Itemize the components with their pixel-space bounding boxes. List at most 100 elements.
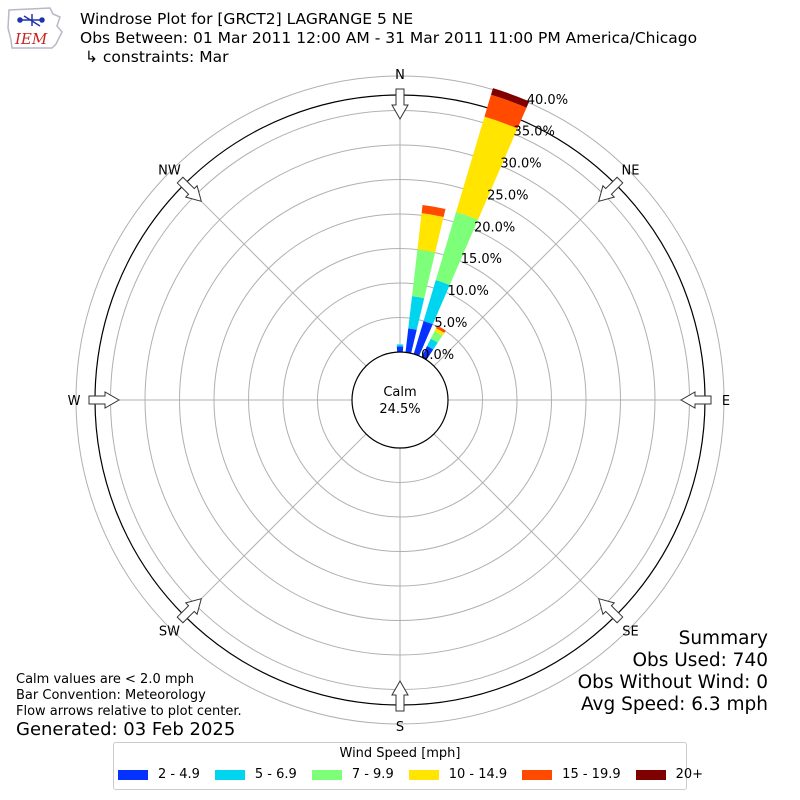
calm-note: Calm values are < 2.0 mph	[16, 672, 195, 687]
direction-label: NW	[158, 163, 181, 178]
direction-label: N	[395, 68, 405, 83]
radial-tick-label: 10.0%	[448, 284, 489, 299]
spoke-line	[433, 433, 617, 617]
legend-swatch	[118, 769, 148, 780]
bar-convention-note: Bar Convention: Meteorology	[16, 688, 206, 703]
legend-item: 7 - 9.9	[311, 767, 394, 782]
footer-notes: Calm values are < 2.0 mph Bar Convention…	[16, 672, 242, 720]
radial-tick-label: 35.0%	[514, 125, 555, 140]
wind-bar-segment	[412, 249, 436, 299]
radial-tick-label: 20.0%	[474, 220, 515, 235]
wind-bars	[396, 88, 530, 360]
calm-value: 24.5%	[379, 402, 420, 417]
calm-circle-group: Calm 24.5%	[351, 351, 449, 449]
wind-bar-segment	[436, 325, 446, 333]
wind-bar-segment	[427, 338, 438, 350]
grid-ring	[248, 248, 552, 552]
grid-ring	[317, 317, 483, 483]
wind-bar-segment	[417, 213, 444, 253]
wind-bar-segment	[430, 331, 443, 343]
grid-ring	[282, 282, 518, 518]
wind-bar-segment	[490, 88, 530, 108]
radial-tick-label: 5.0%	[434, 316, 467, 331]
flow-note: Flow arrows relative to plot center.	[16, 704, 242, 719]
legend-label: 7 - 9.9	[351, 767, 394, 782]
legend-swatch	[311, 769, 342, 780]
legend-item: 2 - 4.9	[118, 767, 200, 782]
generated-date: Generated: 03 Feb 2025	[16, 719, 236, 740]
legend-swatch	[635, 769, 666, 780]
wind-bar-segment	[405, 328, 417, 354]
radial-tick-label: 30.0%	[500, 157, 541, 172]
spoke-line	[183, 183, 367, 367]
legend-label: 10 - 14.9	[448, 767, 508, 782]
direction-arrow	[597, 597, 624, 624]
calm-label: Calm	[383, 385, 416, 400]
legend-item: 5 - 6.9	[214, 767, 297, 782]
radial-tick-label: 15.0%	[461, 252, 502, 267]
wind-bar-segment	[408, 296, 425, 330]
wind-bar-segment	[421, 204, 446, 218]
direction-arrow	[176, 597, 203, 624]
direction-arrow	[597, 176, 624, 203]
legend-label: 5 - 6.9	[254, 767, 297, 782]
calm-circle	[351, 351, 449, 449]
legend-item: 20+	[635, 767, 704, 782]
spoke-line	[433, 183, 617, 367]
wind-bar-segment	[421, 345, 434, 360]
obs-without-wind: Obs Without Wind: 0	[577, 672, 768, 693]
direction-label: SE	[622, 625, 638, 640]
radial-tick-label: 40.0%	[527, 93, 568, 108]
summary-block: Summary Obs Used: 740 Obs Without Wind: …	[578, 628, 768, 716]
direction-arrow	[88, 391, 121, 409]
legend-items: 2 - 4.9 5 - 6.9 7 - 9.9 10 - 14.9 15 - 19.9 2…	[118, 767, 718, 782]
legend-swatch	[522, 769, 553, 780]
legend-label: 2 - 4.9	[158, 767, 200, 782]
grid-ring	[213, 213, 587, 587]
plot-title: Windrose Plot for [GRCT2] LAGRANGE 5 NE	[80, 10, 414, 28]
wind-bar-segment	[456, 116, 518, 220]
radial-tick-labels: 0.0% 5.0% 10.0% 15.0% 20.0% 25.0% 30.0% 35.0% 40…	[421, 93, 568, 363]
legend-item: 10 - 14.9	[408, 767, 508, 782]
obs-used: Obs Used: 740	[632, 650, 768, 671]
direction-labels: N NE E SE S SW W NW	[68, 68, 731, 735]
radial-tick-label: 25.0%	[487, 188, 528, 203]
network-icon	[17, 14, 45, 27]
wind-bar-segment	[434, 328, 445, 336]
wind-bar-segment	[435, 211, 478, 286]
direction-label: E	[722, 394, 730, 409]
obs-range: Obs Between: 01 Mar 2011 12:00 AM - 31 M…	[80, 29, 698, 47]
legend-label: 15 - 19.9	[562, 767, 621, 782]
avg-speed: Avg Speed: 6.3 mph	[580, 694, 768, 715]
legend: Wind Speed [mph] 2 - 4.9 5 - 6.9 7 - 9.9 10…	[113, 742, 703, 790]
radial-tick-label: 0.0%	[421, 348, 454, 363]
constraints-label: ↳ constraints: Mar	[85, 48, 229, 66]
direction-arrows	[88, 88, 712, 712]
grid-ring	[144, 144, 656, 656]
wind-bar-segment	[413, 320, 433, 356]
direction-arrow	[391, 88, 409, 121]
direction-label: SW	[159, 625, 180, 640]
iem-logo: IEM	[7, 7, 63, 49]
legend-swatch	[214, 769, 245, 780]
summary-title: Summary	[678, 628, 768, 649]
grid-ring	[179, 179, 621, 621]
legend-item: 15 - 19.9	[522, 767, 621, 782]
legend-swatch	[408, 769, 439, 780]
direction-arrow	[391, 679, 409, 712]
logo-text: IEM	[14, 30, 48, 48]
wind-bar-segment	[423, 279, 450, 325]
direction-label: S	[396, 720, 404, 735]
direction-arrow	[679, 391, 712, 409]
wind-bar-segment	[396, 344, 404, 347]
direction-label: W	[68, 394, 81, 409]
wind-bar-segment	[396, 346, 404, 353]
spoke-line	[183, 433, 367, 617]
legend-label: 20+	[675, 767, 704, 782]
legend-title: Wind Speed [mph]	[339, 746, 461, 761]
title-block: Windrose Plot for [GRCT2] LAGRANGE 5 NE …	[80, 10, 697, 67]
grid-ring	[75, 75, 725, 725]
direction-label: NE	[622, 163, 640, 178]
direction-arrow	[176, 176, 203, 203]
